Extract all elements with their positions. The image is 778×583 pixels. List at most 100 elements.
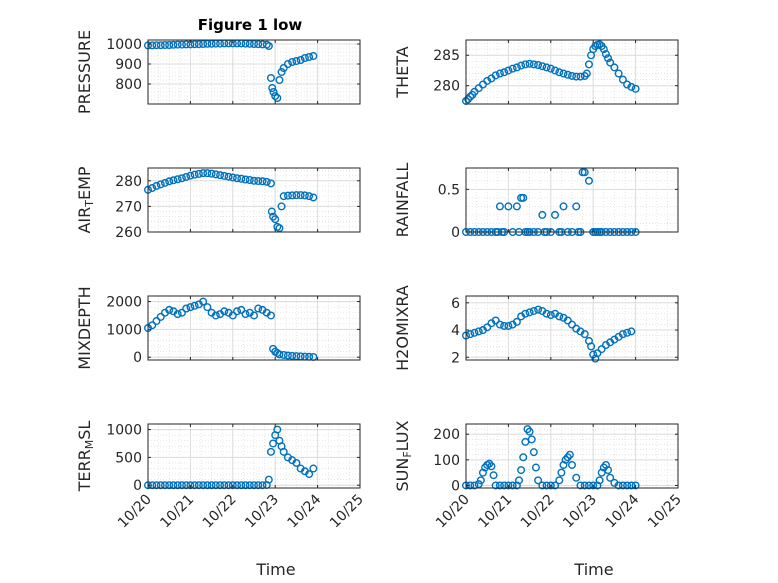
data-point bbox=[559, 202, 568, 211]
data-point bbox=[546, 64, 555, 73]
data-point bbox=[228, 311, 237, 320]
y-axis-label-subscript: M bbox=[83, 440, 96, 450]
data-point bbox=[148, 41, 157, 50]
data-point bbox=[508, 64, 517, 73]
data-point bbox=[190, 170, 199, 179]
data-point bbox=[531, 463, 540, 472]
data-point bbox=[156, 312, 165, 321]
data-point bbox=[283, 60, 292, 69]
data-point bbox=[292, 57, 301, 66]
y-axis-label-main: RAINFALL bbox=[393, 163, 412, 238]
data-point bbox=[194, 481, 203, 490]
data-point bbox=[224, 172, 233, 181]
y-tick-label: 4 bbox=[451, 323, 460, 339]
data-point bbox=[500, 481, 509, 490]
data-point bbox=[631, 481, 640, 490]
data-point bbox=[279, 192, 288, 201]
data-point bbox=[495, 320, 504, 329]
data-point bbox=[220, 171, 229, 180]
data-point bbox=[233, 307, 242, 316]
data-point bbox=[199, 40, 208, 49]
data-point bbox=[249, 40, 258, 49]
y-axis-label: SUNFLUX bbox=[393, 420, 414, 491]
data-point bbox=[258, 481, 267, 490]
data-point bbox=[264, 42, 273, 51]
data-point bbox=[627, 327, 636, 336]
data-point bbox=[254, 40, 263, 49]
subplot-mixdepth: 0 1000 2000 MIXDEPTH bbox=[75, 286, 361, 370]
y-tick-label: 280 bbox=[433, 79, 460, 95]
data-point bbox=[220, 307, 229, 316]
data-point bbox=[165, 305, 174, 314]
data-point bbox=[618, 330, 627, 339]
data-point bbox=[254, 304, 263, 313]
y-tick-label: 900 bbox=[115, 57, 142, 73]
data-point bbox=[249, 311, 258, 320]
data-point bbox=[156, 180, 165, 189]
data-point bbox=[269, 87, 278, 96]
data-point bbox=[559, 69, 568, 78]
data-point bbox=[504, 66, 513, 75]
data-point bbox=[623, 80, 632, 89]
data-point bbox=[521, 60, 530, 69]
data-point bbox=[224, 481, 233, 490]
data-point bbox=[169, 176, 178, 185]
data-point bbox=[623, 328, 632, 337]
data-point bbox=[277, 202, 286, 211]
data-point bbox=[241, 310, 250, 319]
axes-box bbox=[465, 39, 679, 105]
data-point bbox=[563, 316, 572, 325]
data-point bbox=[582, 69, 591, 78]
data-point bbox=[470, 481, 479, 490]
data-point bbox=[551, 66, 560, 75]
data-point bbox=[491, 481, 500, 490]
data-point bbox=[190, 40, 199, 49]
data-point bbox=[580, 168, 589, 177]
data-point bbox=[618, 481, 627, 490]
data-point bbox=[152, 317, 161, 326]
y-axis-label-main: AIR bbox=[75, 207, 94, 234]
data-point bbox=[266, 447, 275, 456]
data-point bbox=[529, 306, 538, 315]
data-point bbox=[470, 328, 479, 337]
data-point bbox=[207, 169, 216, 178]
data-point bbox=[264, 475, 273, 484]
y-tick-label: 6 bbox=[451, 296, 460, 312]
data-point bbox=[504, 321, 513, 330]
data-point bbox=[173, 175, 182, 184]
data-point bbox=[500, 321, 509, 330]
data-point bbox=[148, 321, 157, 330]
data-point bbox=[495, 202, 504, 211]
subplot-rainfall: 0 0.5 RAINFALL bbox=[393, 163, 679, 241]
data-point bbox=[538, 210, 547, 219]
axes-box bbox=[465, 423, 679, 489]
data-point bbox=[305, 470, 314, 479]
y-tick-label: 1000 bbox=[106, 322, 142, 338]
data-point bbox=[542, 63, 551, 72]
data-point bbox=[173, 310, 182, 319]
y-axis-label-main: THETA bbox=[393, 46, 412, 98]
data-point bbox=[279, 447, 288, 456]
data-point bbox=[271, 91, 280, 100]
data-point bbox=[194, 40, 203, 49]
plot-area bbox=[466, 168, 678, 232]
data-point bbox=[177, 40, 186, 49]
y-tick-label: 0 bbox=[133, 478, 142, 494]
y-tick-label: 800 bbox=[115, 77, 142, 93]
data-point bbox=[546, 311, 555, 320]
data-point bbox=[568, 320, 577, 329]
y-axis-label-subscript: T bbox=[83, 200, 96, 208]
data-point bbox=[599, 45, 608, 54]
subplot-air_temp: 260 270 280 AIRTEMP bbox=[75, 166, 361, 241]
data-point bbox=[584, 176, 593, 185]
data-point bbox=[292, 191, 301, 200]
data-point bbox=[262, 177, 271, 186]
data-point bbox=[288, 351, 297, 360]
data-point bbox=[152, 41, 161, 50]
data-point bbox=[551, 210, 560, 219]
y-axis-label-main: H2OMIXRA bbox=[393, 285, 412, 371]
data-point bbox=[529, 448, 538, 457]
data-point bbox=[266, 179, 275, 188]
data-point bbox=[203, 169, 212, 178]
data-point bbox=[207, 481, 216, 490]
